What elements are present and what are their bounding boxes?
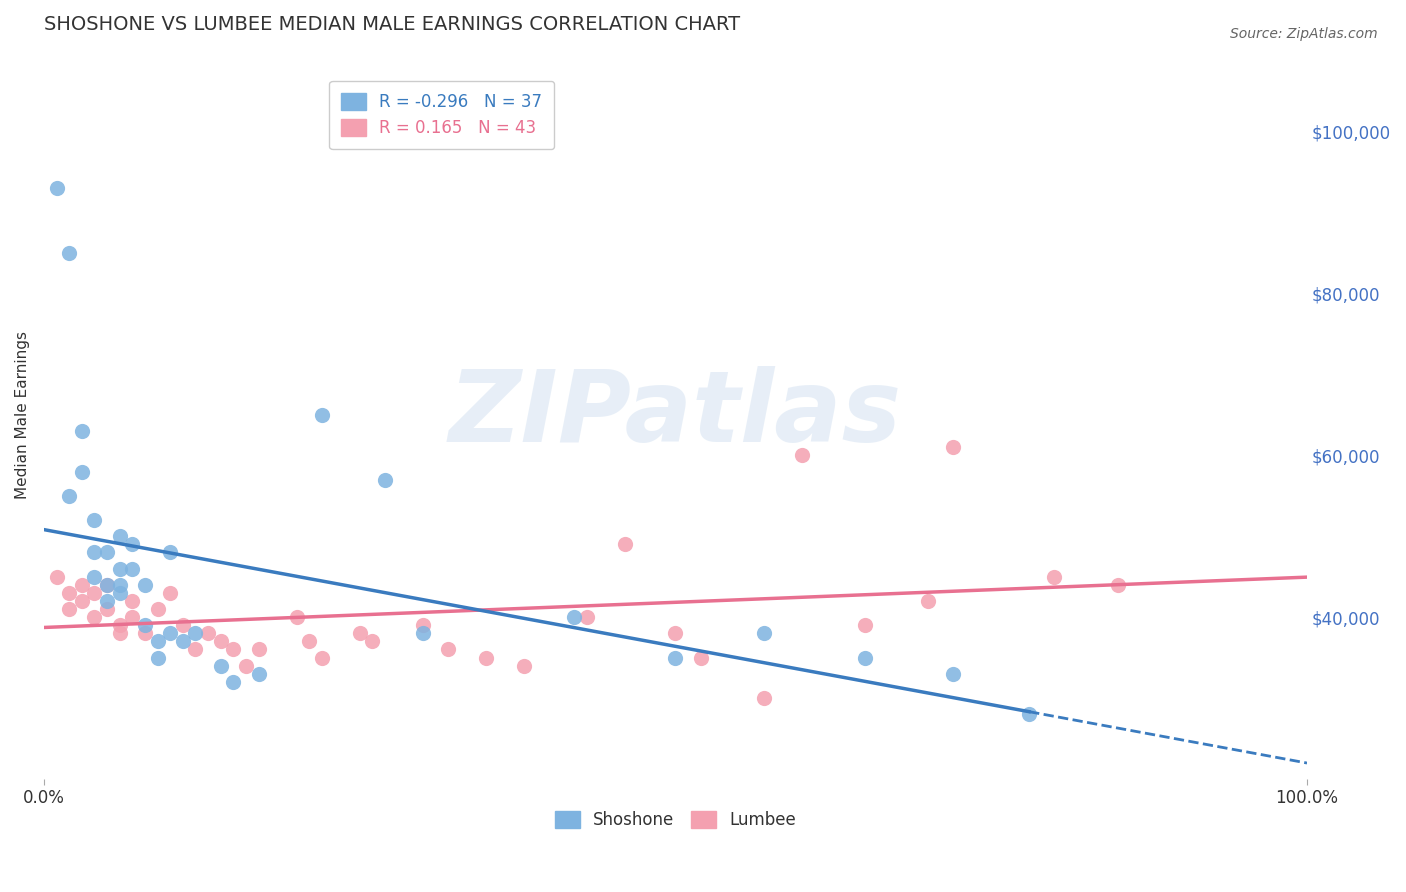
Point	[108, 561, 131, 575]
Point	[159, 586, 181, 600]
Point	[664, 626, 686, 640]
Point	[108, 529, 131, 543]
Legend: Shoshone, Lumbee: Shoshone, Lumbee	[548, 805, 803, 836]
Point	[134, 578, 156, 592]
Point	[70, 465, 93, 479]
Point	[349, 626, 371, 640]
Point	[58, 489, 80, 503]
Text: SHOSHONE VS LUMBEE MEDIAN MALE EARNINGS CORRELATION CHART: SHOSHONE VS LUMBEE MEDIAN MALE EARNINGS …	[44, 15, 740, 34]
Point	[209, 658, 232, 673]
Point	[247, 666, 270, 681]
Point	[58, 586, 80, 600]
Point	[853, 650, 876, 665]
Point	[70, 424, 93, 438]
Point	[222, 674, 245, 689]
Point	[1043, 569, 1066, 583]
Point	[146, 650, 169, 665]
Point	[121, 561, 143, 575]
Point	[83, 513, 105, 527]
Point	[475, 650, 498, 665]
Point	[96, 594, 118, 608]
Point	[917, 594, 939, 608]
Point	[374, 473, 396, 487]
Point	[108, 618, 131, 632]
Point	[235, 658, 257, 673]
Point	[437, 642, 460, 657]
Point	[121, 610, 143, 624]
Point	[1107, 578, 1129, 592]
Point	[247, 642, 270, 657]
Point	[412, 626, 434, 640]
Point	[83, 569, 105, 583]
Point	[752, 626, 775, 640]
Text: ZIPatlas: ZIPatlas	[449, 367, 903, 463]
Point	[83, 545, 105, 559]
Point	[613, 537, 636, 551]
Point	[96, 545, 118, 559]
Point	[298, 634, 321, 648]
Point	[172, 634, 194, 648]
Point	[790, 448, 813, 462]
Point	[184, 626, 207, 640]
Point	[689, 650, 711, 665]
Text: Source: ZipAtlas.com: Source: ZipAtlas.com	[1230, 27, 1378, 41]
Point	[96, 602, 118, 616]
Point	[134, 626, 156, 640]
Point	[121, 594, 143, 608]
Point	[311, 408, 333, 422]
Point	[134, 618, 156, 632]
Y-axis label: Median Male Earnings: Median Male Earnings	[15, 331, 30, 499]
Point	[942, 440, 965, 454]
Point	[942, 666, 965, 681]
Point	[146, 602, 169, 616]
Point	[209, 634, 232, 648]
Point	[45, 569, 67, 583]
Point	[412, 618, 434, 632]
Point	[58, 246, 80, 260]
Point	[121, 537, 143, 551]
Point	[83, 610, 105, 624]
Point	[159, 545, 181, 559]
Point	[361, 634, 384, 648]
Point	[184, 642, 207, 657]
Point	[752, 691, 775, 706]
Point	[564, 610, 586, 624]
Point	[108, 578, 131, 592]
Point	[576, 610, 599, 624]
Point	[45, 181, 67, 195]
Point	[96, 578, 118, 592]
Point	[58, 602, 80, 616]
Point	[146, 634, 169, 648]
Point	[222, 642, 245, 657]
Point	[664, 650, 686, 665]
Point	[70, 578, 93, 592]
Point	[853, 618, 876, 632]
Point	[513, 658, 536, 673]
Point	[285, 610, 308, 624]
Point	[96, 578, 118, 592]
Point	[172, 618, 194, 632]
Point	[311, 650, 333, 665]
Point	[197, 626, 219, 640]
Point	[108, 586, 131, 600]
Point	[159, 626, 181, 640]
Point	[108, 626, 131, 640]
Point	[83, 586, 105, 600]
Point	[1018, 707, 1040, 722]
Point	[70, 594, 93, 608]
